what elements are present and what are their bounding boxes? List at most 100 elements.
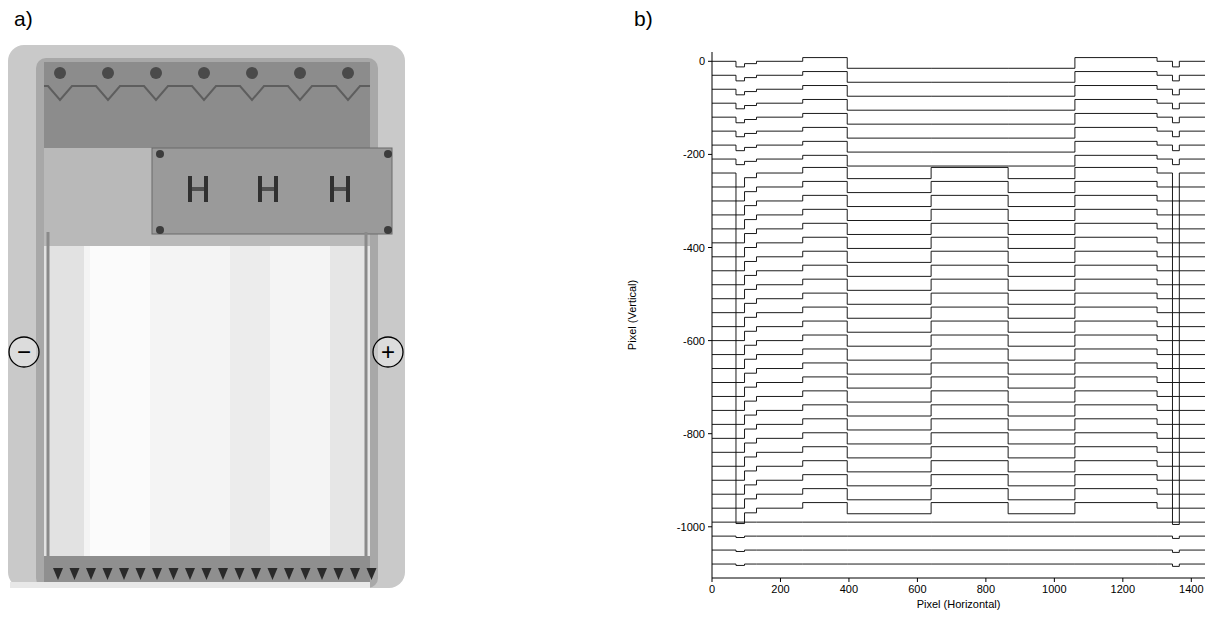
screw [342,67,354,79]
profile-trace [712,522,1205,524]
profile-trace [712,503,1205,523]
profile-trace [712,223,1205,243]
x-tick-label: 1200 [1111,583,1135,595]
rail [365,232,368,556]
x-axis [712,578,1205,579]
profile-trace [712,293,1205,313]
comb-tooth [301,568,311,580]
profile-trace [712,99,1205,110]
y-axis-title: Pixel (Vertical) [626,280,638,350]
x-tick [1191,578,1192,582]
comb-tooth [136,568,146,580]
electrode-mark [9,337,39,367]
comb-tooth [268,568,278,580]
clip [334,187,346,191]
screw [384,226,392,234]
profile-trace [712,127,1205,138]
x-tick [985,578,986,582]
traces [712,58,1205,567]
profile-trace [712,475,1205,495]
comb-tooth [235,568,245,580]
clip [346,176,350,202]
profile-trace [712,86,1205,97]
profile-trace [712,419,1205,439]
clip [188,176,192,202]
y-tick-label: -800 [683,428,705,440]
screw [246,67,258,79]
profile-trace [712,237,1205,257]
profile-trace [712,58,1205,69]
y-tick [708,247,712,248]
x-tick-label: 600 [908,583,926,595]
comb-tooth [251,568,261,580]
y-tick [708,340,712,341]
edge [10,582,370,588]
comb-tooth [53,568,63,580]
profile-trace [712,251,1205,271]
rail [47,232,50,556]
y-tick-label: -1000 [677,521,705,533]
profile-trace [712,550,1205,552]
comb-tooth [317,568,327,580]
y-tick-label: -600 [683,335,705,347]
comb-tooth [350,568,360,580]
clip [192,187,204,191]
profile-trace [712,335,1205,355]
screw [156,150,164,158]
comb-tooth [103,568,113,580]
figure: a)−+b)02004006008001000120014000-200-400… [0,0,1216,618]
clip [262,187,274,191]
x-tick [1122,578,1123,582]
top-bar [44,62,370,152]
panel-label: a) [14,7,33,30]
profile-trace [712,447,1205,467]
profile-trace [712,349,1205,369]
profile-trace [712,377,1205,397]
electrode-mark [373,337,403,367]
profile-trace [712,391,1205,411]
y-tick [708,433,712,434]
y-tick-label: -200 [683,148,705,160]
profile-trace [712,195,1205,215]
x-tick [848,578,849,582]
profile-trace [712,307,1205,327]
photo [8,45,405,588]
gel-shade [90,246,150,556]
clip [204,176,208,202]
profile-trace [712,536,1205,538]
profile-trace [712,265,1205,285]
comb-tooth [218,568,228,580]
y-tick-label: 0 [699,55,705,67]
screw [54,67,66,79]
gel [44,246,370,556]
profile-trace [712,461,1205,481]
panel-label: b) [634,7,653,30]
clip [274,176,278,202]
x-tick-label: 800 [977,583,995,595]
comb-tooth [70,568,80,580]
plate [152,148,392,234]
electrode-label: − [17,338,31,365]
clip [258,176,262,202]
screw [294,67,306,79]
profile-trace [712,363,1205,383]
comb-tooth [185,568,195,580]
profile-trace [712,155,1205,166]
x-tick-label: 1400 [1179,583,1203,595]
x-tick [712,578,713,582]
comb-tooth [152,568,162,580]
gel-shade [44,246,84,556]
profile-trace [712,181,1205,201]
y-tick [708,61,712,62]
profile-trace [712,564,1205,566]
screw [198,67,210,79]
profile-trace [712,113,1205,124]
clip [330,176,334,202]
y-tick [708,526,712,527]
screw [384,150,392,158]
comb-tooth [367,568,377,580]
frame [8,45,405,588]
screw [156,226,164,234]
x-tick [917,578,918,582]
x-axis-title: Pixel (Horizontal) [917,598,1001,610]
